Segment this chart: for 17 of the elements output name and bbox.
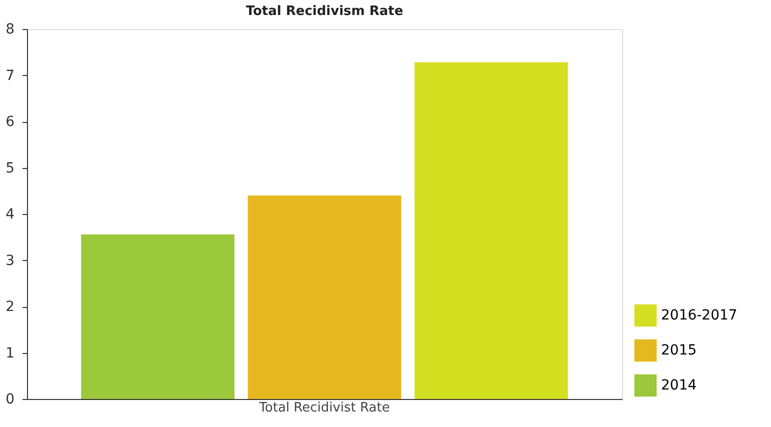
y-tick-label: 2: [6, 299, 14, 315]
y-tick-label: 3: [6, 252, 14, 269]
bar: [414, 62, 568, 399]
y-tick-label: 8: [6, 22, 14, 38]
chart-title: Total Recidivism Rate: [246, 4, 404, 19]
legend-label: 2014: [661, 378, 697, 394]
bar: [248, 196, 402, 399]
legend-label: 2015: [661, 342, 697, 358]
y-tick-label: 4: [6, 206, 15, 222]
bar: [81, 234, 234, 399]
y-tick-label: 1: [6, 345, 14, 362]
y-tick-label: 6: [6, 114, 15, 130]
y-tick-label: 5: [6, 160, 14, 176]
y-tick-label: 7: [6, 68, 14, 84]
x-tick-label: Total Recidivist Rate: [258, 400, 390, 416]
legend-label: 2016-2017: [661, 308, 738, 324]
y-tick-label: 0: [6, 392, 14, 408]
